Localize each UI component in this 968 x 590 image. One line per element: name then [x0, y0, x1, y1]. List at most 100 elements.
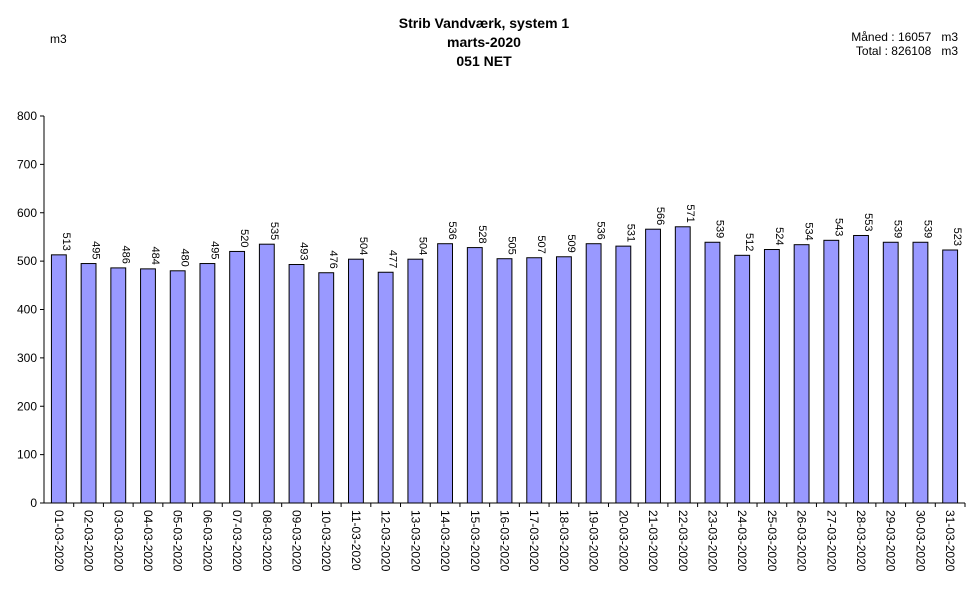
x-tick-label: 19-03-2020	[587, 510, 601, 572]
x-tick-label: 18-03-2020	[557, 510, 571, 572]
data-label: 553	[862, 213, 874, 231]
chart-subtitle-month: marts-2020	[447, 34, 521, 50]
x-tick-label: 11-03-2020	[349, 510, 363, 571]
x-tick-label: 17-03-2020	[527, 510, 541, 572]
chart-title: Strib Vandværk, system 1	[398, 15, 570, 31]
chart-subtitle-id: 051 NET	[456, 53, 512, 69]
x-tick-label: 25-03-2020	[765, 510, 779, 572]
bar	[882, 241, 899, 504]
data-label: 495	[208, 241, 220, 259]
data-label: 524	[773, 227, 785, 245]
y-tick-label: 300	[17, 351, 37, 365]
y-tick-label: 800	[17, 109, 37, 123]
x-tick-label: 30-03-2020	[913, 510, 927, 572]
data-label: 520	[238, 229, 250, 247]
bar	[763, 249, 780, 504]
x-tick-label: 31-03-2020	[943, 510, 957, 572]
x-tick-label: 21-03-2020	[646, 510, 660, 572]
bar	[288, 264, 305, 504]
x-tick-label: 26-03-2020	[795, 510, 809, 572]
bar	[377, 271, 394, 504]
bar	[853, 234, 869, 504]
x-tick-label: 14-03-2020	[438, 510, 452, 572]
bar	[229, 250, 246, 504]
bar	[199, 263, 216, 504]
data-label: 523	[951, 228, 963, 246]
data-label: 539	[921, 220, 933, 238]
x-tick-label: 29-03-2020	[884, 510, 898, 572]
data-label: 543	[832, 218, 844, 236]
x-tick-label: 03-03-2020	[111, 510, 125, 572]
data-label: 504	[357, 237, 369, 255]
data-label: 528	[476, 225, 488, 243]
bar	[258, 243, 275, 504]
data-label: 536	[446, 221, 458, 239]
x-tick-label: 08-03-2020	[260, 510, 274, 572]
data-label: 535	[268, 222, 280, 240]
data-label: 486	[119, 246, 131, 264]
y-tick-label: 0	[30, 496, 37, 510]
x-tick-label: 22-03-2020	[676, 510, 690, 572]
data-label: 484	[149, 247, 161, 265]
data-label: 513	[60, 232, 72, 250]
data-label: 477	[387, 250, 399, 268]
bar	[555, 256, 572, 504]
bar	[674, 226, 691, 504]
summary-stats: Måned : 16057 m3 Total : 826108 m3	[851, 30, 958, 58]
bar	[140, 268, 156, 504]
x-tick-label: 20-03-2020	[616, 510, 630, 572]
bar	[793, 244, 810, 504]
data-label: 480	[179, 248, 191, 266]
data-label: 505	[506, 236, 518, 254]
bar	[50, 254, 67, 504]
bar	[496, 258, 513, 504]
x-tick-label: 04-03-2020	[141, 510, 155, 572]
x-tick-label: 09-03-2020	[290, 510, 304, 572]
x-tick-label: 06-03-2020	[200, 510, 214, 572]
data-label: 566	[654, 207, 666, 225]
month-total: Måned : 16057 m3	[851, 30, 958, 44]
data-label: 493	[298, 242, 310, 260]
data-label: 507	[535, 235, 547, 253]
x-tick-label: 24-03-2020	[735, 510, 749, 572]
y-unit-label: m3	[50, 32, 67, 46]
y-tick-label: 600	[17, 206, 37, 220]
y-tick-label: 400	[17, 303, 37, 317]
grand-total: Total : 826108 m3	[855, 44, 958, 58]
bar	[645, 228, 661, 504]
x-tick-label: 05-03-2020	[171, 510, 185, 572]
x-tick-label: 28-03-2020	[854, 510, 868, 572]
bar	[704, 241, 721, 504]
data-label: 571	[684, 204, 696, 222]
x-tick-label: 16-03-2020	[498, 510, 512, 572]
y-tick-label: 700	[17, 157, 37, 171]
y-tick-label: 200	[17, 399, 37, 413]
data-label: 539	[892, 220, 904, 238]
data-label: 476	[327, 250, 339, 268]
bar	[169, 270, 186, 504]
x-tick-label: 23-03-2020	[705, 510, 719, 572]
x-tick-label: 07-03-2020	[230, 510, 244, 572]
data-label: 509	[565, 234, 577, 252]
bar	[407, 258, 424, 504]
x-tick-label: 15-03-2020	[468, 510, 482, 572]
data-label: 504	[416, 237, 428, 255]
bar	[615, 245, 632, 504]
data-label: 531	[624, 224, 636, 242]
bar	[823, 239, 840, 504]
bar	[942, 249, 959, 504]
bar	[526, 257, 543, 504]
data-label: 512	[743, 233, 755, 251]
bar	[912, 241, 929, 504]
bar	[348, 258, 364, 504]
x-tick-label: 27-03-2020	[824, 510, 838, 572]
x-tick-label: 01-03-2020	[52, 510, 66, 572]
y-tick-label: 500	[17, 254, 37, 268]
bar	[437, 243, 453, 504]
y-tick-label: 100	[17, 448, 37, 462]
x-tick-label: 12-03-2020	[379, 510, 393, 572]
bar	[110, 267, 127, 504]
x-tick-label: 10-03-2020	[319, 510, 333, 572]
data-label: 536	[595, 221, 607, 239]
